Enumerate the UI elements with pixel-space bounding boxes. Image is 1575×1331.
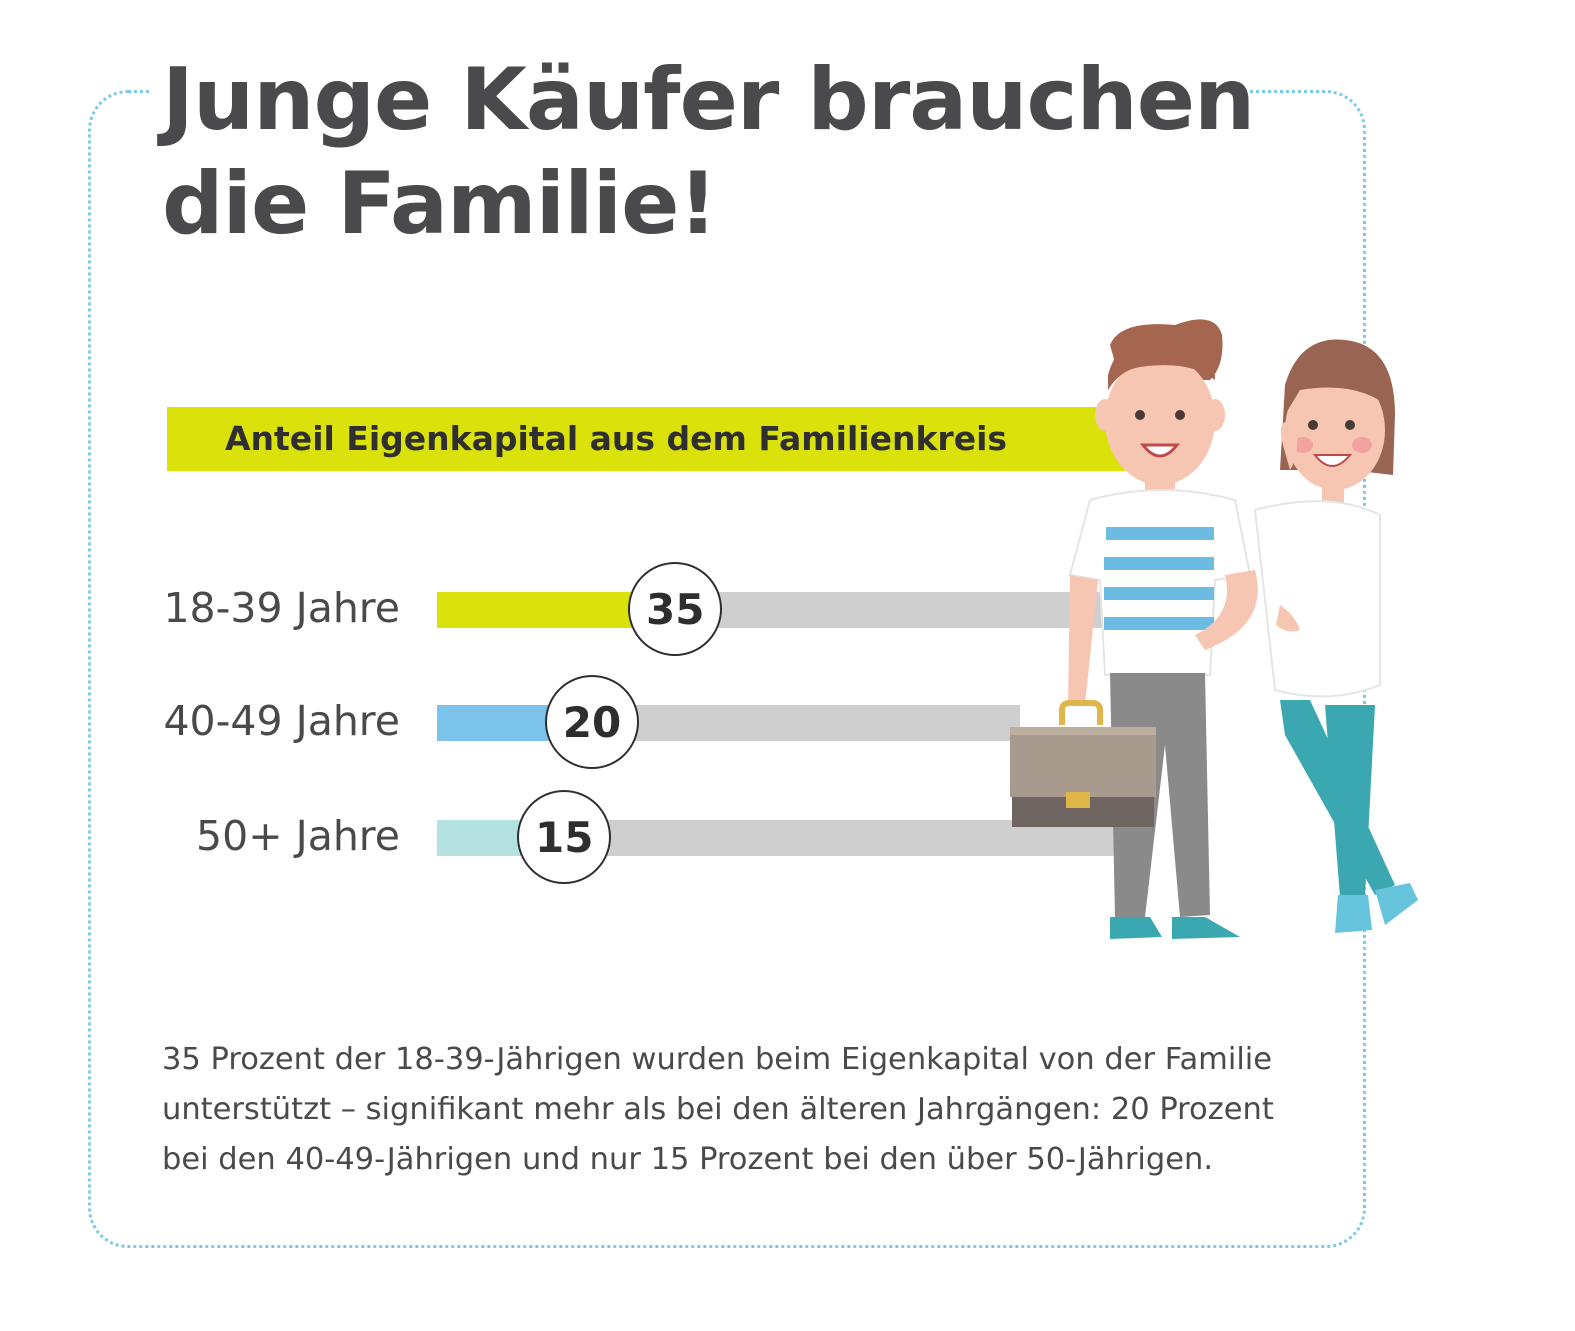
title-line-1: Junge Käufer brauchen <box>162 50 1255 150</box>
category-label: 40-49 Jahre <box>163 697 400 745</box>
description-line-1: 35 Prozent der 18-39-Jährigen wurden bei… <box>162 1042 1273 1077</box>
title-line-2: die Familie! <box>162 154 718 254</box>
chart-title-band <box>167 407 1142 471</box>
couple-with-briefcase-illustration <box>1010 319 1418 939</box>
bar <box>437 705 548 741</box>
description: 35 Prozent der 18-39-Jährigen wurden bei… <box>162 1035 1302 1185</box>
chart-title: Anteil Eigenkapital aus dem Familienkrei… <box>225 419 1008 458</box>
page-title: Junge Käufer brauchen die Familie! <box>162 48 1312 256</box>
woman-figure <box>1253 339 1418 933</box>
bar <box>437 820 521 856</box>
category-label: 50+ Jahre <box>196 812 400 860</box>
description-line-3: bei den 40-49-Jährigen und nur 15 Prozen… <box>162 1142 1214 1177</box>
bar <box>437 592 632 628</box>
value-label: 35 <box>628 562 723 656</box>
value-label: 20 <box>545 675 639 769</box>
title-background <box>150 60 1230 130</box>
briefcase-icon <box>1010 700 1156 827</box>
value-label: 15 <box>517 790 612 884</box>
description-line-2: unterstützt – signifikant mehr als bei d… <box>162 1092 1274 1127</box>
category-label: 18-39 Jahre <box>163 584 400 632</box>
man-figure <box>1068 319 1258 939</box>
